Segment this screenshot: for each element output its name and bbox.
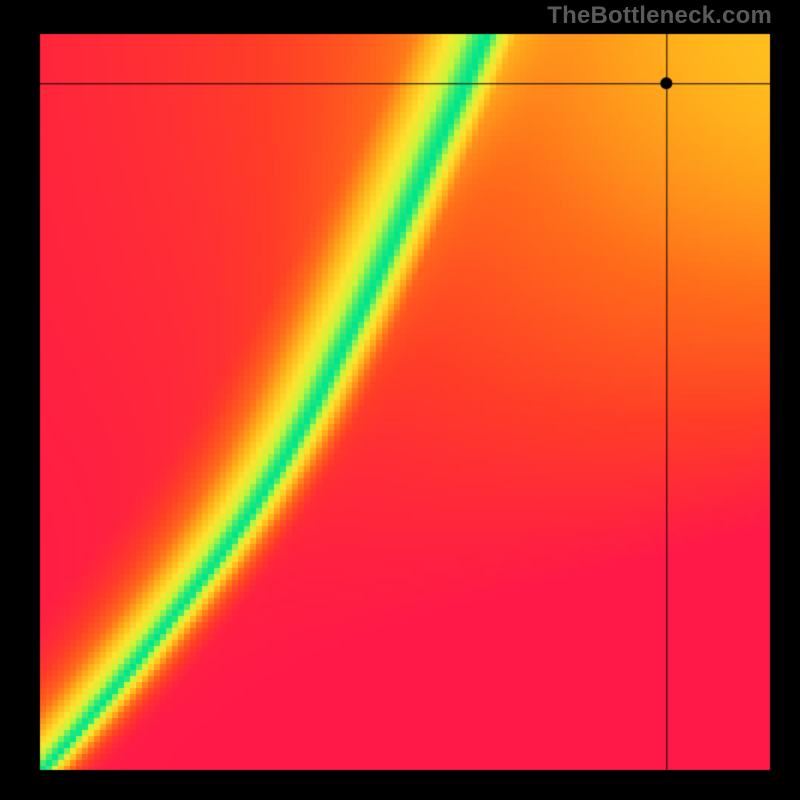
chart-container: TheBottleneck.com xyxy=(0,0,800,800)
bottleneck-heatmap xyxy=(0,0,800,800)
watermark-text: TheBottleneck.com xyxy=(547,2,772,30)
